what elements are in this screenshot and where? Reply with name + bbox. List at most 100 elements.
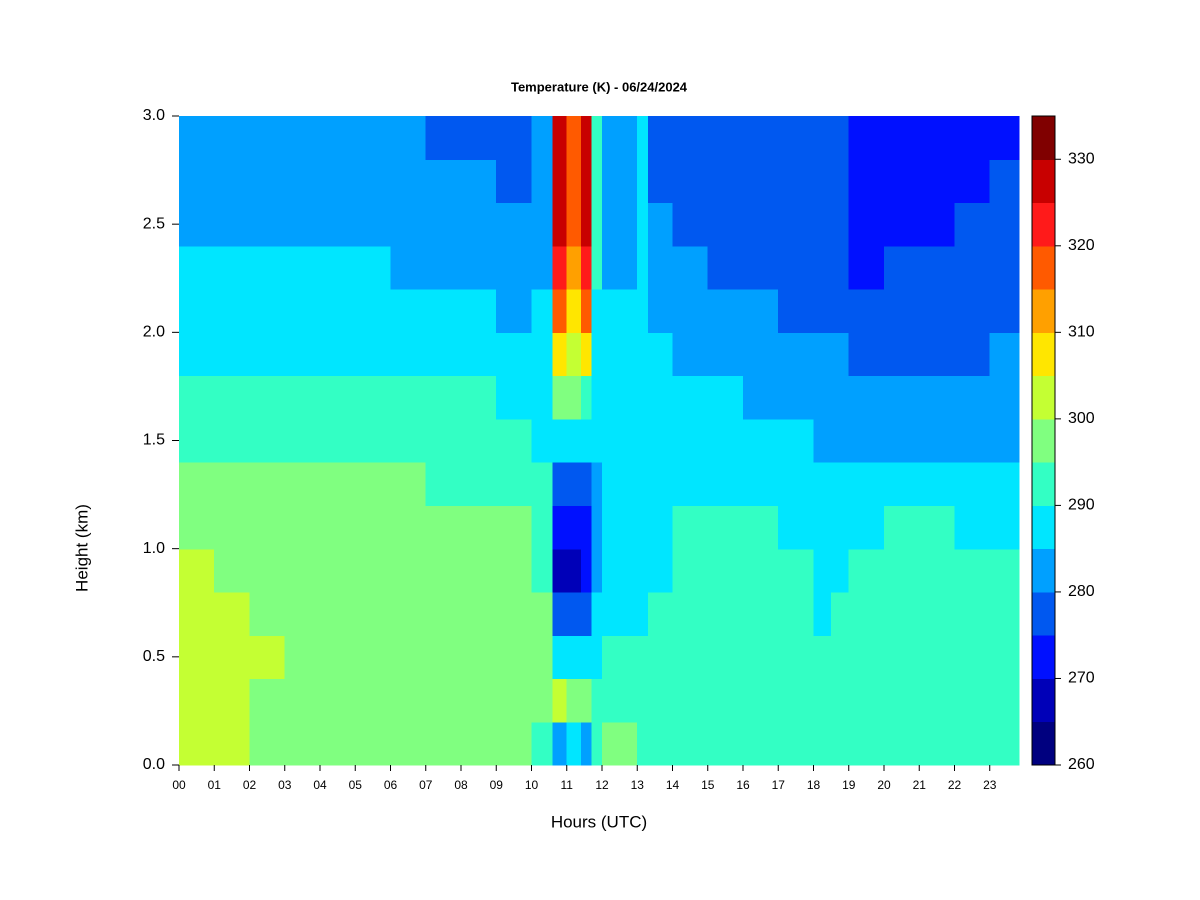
- cell: [591, 418, 603, 463]
- cell: [355, 332, 392, 377]
- cell: [531, 418, 554, 463]
- cell: [637, 505, 649, 550]
- cell: [580, 332, 593, 377]
- cell: [831, 375, 850, 420]
- cell: [319, 332, 356, 377]
- cell: [179, 202, 215, 247]
- cell: [580, 202, 593, 247]
- cell: [742, 245, 779, 290]
- cell: [179, 375, 215, 420]
- cell: [496, 159, 533, 204]
- cell: [742, 462, 779, 506]
- cell: [848, 591, 885, 636]
- cell: [672, 462, 709, 506]
- cell: [778, 289, 815, 333]
- cell: [531, 245, 554, 290]
- cell: [954, 332, 991, 377]
- cell: [831, 548, 850, 593]
- cell: [425, 116, 462, 160]
- cell: [531, 721, 554, 766]
- cell: [591, 721, 603, 766]
- cell: [566, 548, 582, 593]
- cell: [637, 635, 649, 680]
- cell: [672, 375, 709, 420]
- cell: [883, 721, 920, 766]
- cell: [742, 116, 779, 160]
- cell: [390, 202, 427, 247]
- cell: [319, 721, 356, 766]
- cell: [919, 375, 956, 420]
- cell: [319, 245, 356, 290]
- x-tick-label: 02: [243, 778, 257, 792]
- cell: [552, 548, 568, 593]
- cell: [989, 375, 1020, 420]
- cell: [672, 202, 709, 247]
- cell: [531, 591, 554, 636]
- cell: [831, 202, 850, 247]
- cell: [647, 721, 674, 766]
- cell: [591, 245, 603, 290]
- cell: [531, 375, 554, 420]
- cell: [460, 289, 497, 333]
- cell: [496, 245, 533, 290]
- cell: [989, 635, 1020, 680]
- cell: [989, 591, 1020, 636]
- cell: [707, 245, 744, 290]
- cell: [707, 202, 744, 247]
- cell: [355, 462, 392, 506]
- cell: [531, 332, 554, 377]
- cell: [742, 548, 779, 593]
- cell: [591, 202, 603, 247]
- cell: [954, 678, 991, 723]
- cell: [954, 635, 991, 680]
- cell: [954, 159, 991, 204]
- cell: [813, 332, 832, 377]
- cell: [848, 462, 885, 506]
- cell: [425, 159, 462, 204]
- cell: [355, 635, 392, 680]
- y-tick-label: 0.0: [143, 756, 165, 773]
- cell: [778, 505, 815, 550]
- cell: [566, 375, 582, 420]
- cell: [531, 548, 554, 593]
- cell: [214, 375, 251, 420]
- cell: [552, 116, 568, 160]
- cell: [425, 289, 462, 333]
- cell: [778, 116, 815, 160]
- cell: [883, 548, 920, 593]
- cell: [580, 245, 593, 290]
- cell: [425, 375, 462, 420]
- cell: [355, 202, 392, 247]
- cell: [566, 505, 582, 550]
- cell: [179, 116, 215, 160]
- cell: [989, 159, 1020, 204]
- x-tick-label: 05: [349, 778, 363, 792]
- cell: [531, 289, 554, 333]
- cell: [566, 418, 582, 463]
- cell: [989, 678, 1020, 723]
- cell: [919, 116, 956, 160]
- cell: [496, 332, 533, 377]
- colorbar-swatch: [1032, 505, 1055, 550]
- cell: [319, 548, 356, 593]
- cell: [425, 418, 462, 463]
- cell: [647, 462, 674, 506]
- cell: [580, 418, 593, 463]
- cell: [831, 462, 850, 506]
- cell: [580, 721, 593, 766]
- cell: [179, 332, 215, 377]
- cell: [848, 678, 885, 723]
- cell: [883, 332, 920, 377]
- cell: [637, 116, 649, 160]
- x-tick-label: 07: [419, 778, 433, 792]
- colorbar-swatch: [1032, 591, 1055, 636]
- cell: [883, 245, 920, 290]
- cell: [883, 418, 920, 463]
- cell: [580, 462, 593, 506]
- cell: [531, 159, 554, 204]
- cell: [249, 635, 286, 680]
- cell: [496, 678, 533, 723]
- cell: [601, 548, 638, 593]
- cell: [355, 505, 392, 550]
- cell: [284, 505, 321, 550]
